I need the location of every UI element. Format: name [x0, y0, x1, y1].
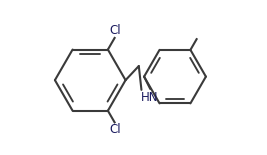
Text: Cl: Cl: [110, 24, 121, 37]
Text: Cl: Cl: [110, 123, 121, 136]
Text: HN: HN: [140, 91, 158, 104]
